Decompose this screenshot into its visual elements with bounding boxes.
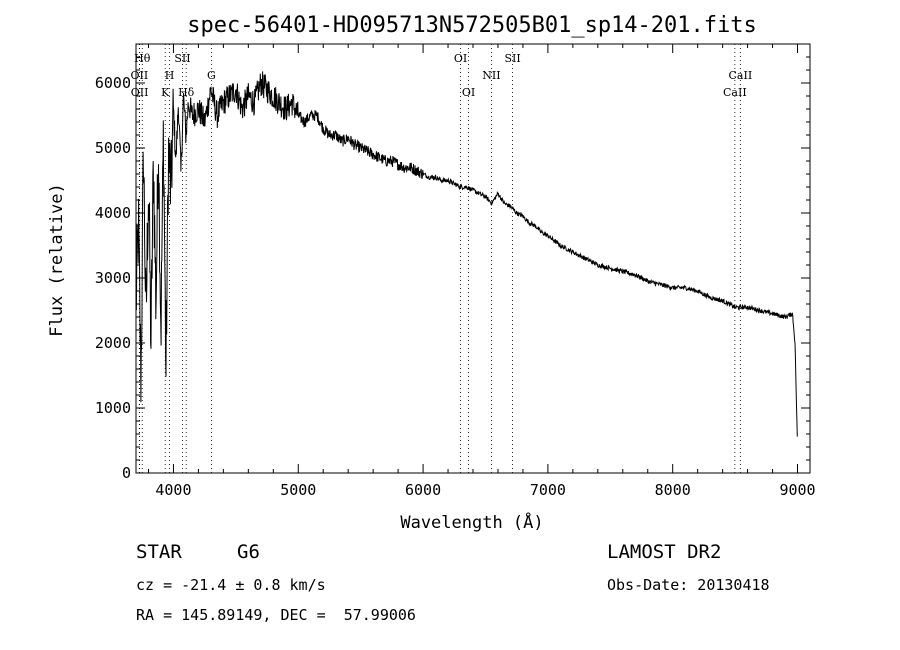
x-tick-label: 7000: [530, 481, 566, 499]
y-tick-label: 0: [122, 464, 131, 482]
chart-title: spec-56401-HD095713N572505B01_sp14-201.f…: [187, 13, 757, 38]
y-axis: 0 1000 2000 3000 4000 5000 6000: [95, 56, 810, 482]
line-marker-label: SII: [174, 52, 190, 65]
x-tick-label: 4000: [155, 481, 191, 499]
line-marker-label: OII: [131, 69, 149, 82]
line-marker-label: K: [161, 86, 170, 99]
x-axis-label: Wavelength (Å): [400, 511, 543, 533]
plot-frame: [135, 43, 811, 474]
object-subclass: G6: [237, 541, 260, 563]
y-tick-label: 3000: [95, 269, 131, 287]
y-tick-label: 5000: [95, 139, 131, 157]
spectrum-series-line: [135, 71, 798, 437]
observation-date: Obs-Date: 20130418: [607, 576, 770, 594]
line-marker-label: OII: [131, 86, 149, 99]
y-tick-label: 1000: [95, 399, 131, 417]
survey-name: LAMOST DR2: [607, 541, 722, 563]
y-tick-label: 2000: [95, 334, 131, 352]
line-marker-label: OI: [454, 52, 467, 65]
y-axis-label: Flux (relative): [47, 183, 67, 337]
redshift-cz: cz = -21.4 ± 0.8 km/s: [136, 576, 326, 594]
line-marker-label: OI: [462, 86, 475, 99]
x-tick-label: 6000: [405, 481, 441, 499]
x-tick-label: 5000: [280, 481, 316, 499]
x-tick-label: 8000: [655, 481, 691, 499]
coordinates: RA = 145.89149, DEC = 57.99006: [136, 606, 416, 624]
line-marker-label: Hθ: [134, 52, 151, 65]
y-tick-label: 6000: [95, 74, 131, 92]
line-marker-label: NII: [482, 69, 500, 82]
spectral-line-markers: Hθ OII OII HK SII Hδ G OI OI NII SII CaII CaII: [131, 44, 753, 473]
x-axis: 4000 5000 6000 7000 8000 9000: [147, 44, 816, 499]
line-marker-label: CaII: [729, 69, 753, 82]
line-marker-label: SII: [504, 52, 520, 65]
line-marker-label: CaII: [723, 86, 747, 99]
line-marker-label: Hδ: [178, 86, 195, 99]
line-marker-label: G: [207, 69, 216, 82]
x-tick-label: 9000: [779, 481, 815, 499]
object-type: STAR: [136, 541, 182, 563]
y-tick-label: 4000: [95, 204, 131, 222]
line-marker-label: H: [165, 69, 175, 82]
